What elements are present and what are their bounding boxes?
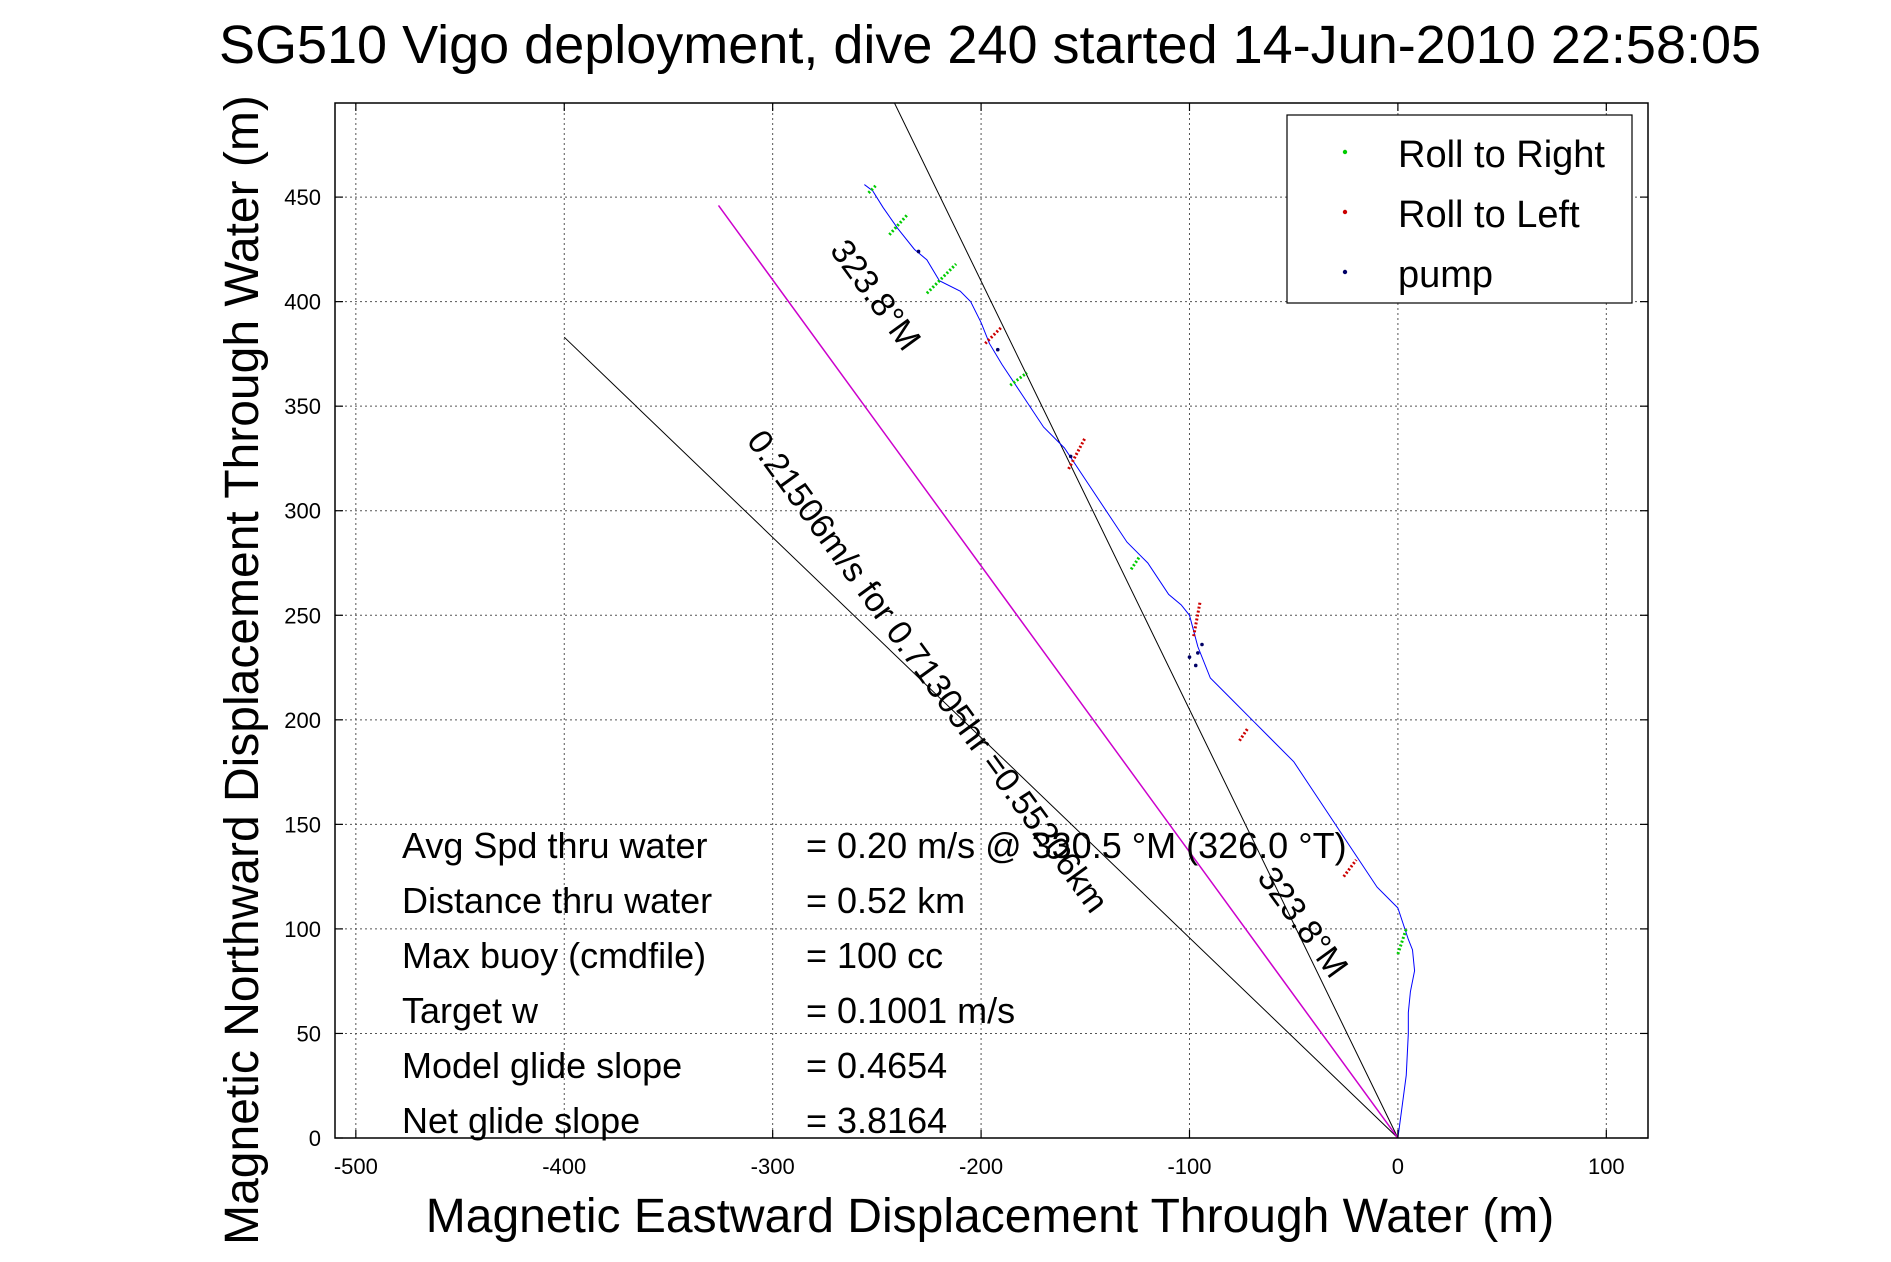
- stat-value: = 0.1001 m/s: [806, 990, 1015, 1031]
- roll-right-segment: [1129, 555, 1141, 571]
- x-tick-label: 0: [1392, 1154, 1404, 1179]
- roll-and-pump-markers: [867, 183, 1408, 955]
- pump-point: [1068, 454, 1073, 459]
- y-tick-label: 250: [284, 603, 321, 628]
- stat-label: Target w: [402, 990, 539, 1031]
- pump-point: [1193, 663, 1198, 668]
- y-tick-label: 400: [284, 290, 321, 315]
- stat-label: Net glide slope: [402, 1100, 640, 1141]
- track-line: [864, 184, 1416, 1139]
- y-tick-label: 300: [284, 499, 321, 524]
- roll-left-segment: [1192, 602, 1202, 637]
- legend-marker: [1342, 269, 1348, 275]
- x-axis-label: Magnetic Eastward Displacement Through W…: [426, 1190, 1554, 1243]
- x-tick-label: -300: [751, 1154, 795, 1179]
- dive-stats: Avg Spd thru water = 0.20 m/s @ 330.5 °M …: [402, 825, 1347, 1141]
- roll-left-segment: [1238, 727, 1250, 742]
- reference-line: [893, 103, 1399, 1138]
- pump-point: [916, 249, 921, 254]
- legend-label: Roll to Left: [1398, 194, 1580, 236]
- y-tick-label: 200: [284, 708, 321, 733]
- stat-value: = 100 cc: [806, 935, 943, 976]
- x-tick-label: 100: [1588, 1154, 1625, 1179]
- x-tick-label: -400: [542, 1154, 586, 1179]
- legend: Roll to Right Roll to Left pump: [1286, 114, 1633, 304]
- heading-line: [717, 205, 1399, 1138]
- chart-title: SG510 Vigo deployment, dive 240 started …: [219, 15, 1761, 75]
- x-tick-label: -100: [1167, 1154, 1211, 1179]
- stat-value: = 0.20 m/s @ 330.5 °M (326.0 °T): [806, 825, 1347, 866]
- stat-value: = 0.4654: [806, 1045, 947, 1086]
- stat-value: = 3.8164: [806, 1100, 947, 1141]
- pump-point: [1196, 651, 1200, 655]
- roll-left-segment: [1342, 859, 1358, 878]
- legend-label: Roll to Right: [1398, 134, 1605, 176]
- roll-right-segment: [925, 262, 958, 295]
- y-tick-label: 350: [284, 394, 321, 419]
- reference-line: [563, 336, 1399, 1138]
- roll-right-segment: [867, 183, 878, 194]
- pump-point: [1200, 642, 1204, 647]
- axis-ticks: -500 -400 -300 -200 -100 0 100 0 50 100 150 200 250 3…: [284, 103, 1648, 1179]
- dive-track: [864, 184, 1416, 1139]
- stat-value: = 0.52 km: [806, 880, 965, 921]
- stat-label: Model glide slope: [402, 1045, 682, 1086]
- y-tick-label: 50: [297, 1021, 321, 1046]
- plot-frame: [334, 102, 1649, 1139]
- legend-marker: [1342, 149, 1348, 155]
- stat-label: Max buoy (cmdfile): [402, 935, 706, 976]
- y-axis-label: Magnetic Northward Displacement Through …: [216, 95, 269, 1245]
- y-tick-label: 100: [284, 917, 321, 942]
- roll-right-segment: [1009, 371, 1028, 387]
- x-tick-label: -500: [334, 1154, 378, 1179]
- y-tick-label: 0: [309, 1126, 321, 1151]
- roll-right-segment: [1396, 928, 1408, 955]
- pump-point: [1187, 655, 1192, 659]
- x-tick-label: -200: [959, 1154, 1003, 1179]
- reference-lines: [563, 103, 1399, 1138]
- roll-right-segment: [888, 212, 910, 236]
- stat-label: Distance thru water: [402, 880, 712, 921]
- stat-label: Avg Spd thru water: [402, 825, 708, 866]
- legend-marker: [1342, 209, 1348, 215]
- legend-label: pump: [1398, 254, 1493, 296]
- pump-point: [995, 347, 1000, 352]
- y-tick-label: 450: [284, 185, 321, 210]
- y-tick-label: 150: [284, 812, 321, 837]
- roll-left-segment: [1067, 436, 1087, 470]
